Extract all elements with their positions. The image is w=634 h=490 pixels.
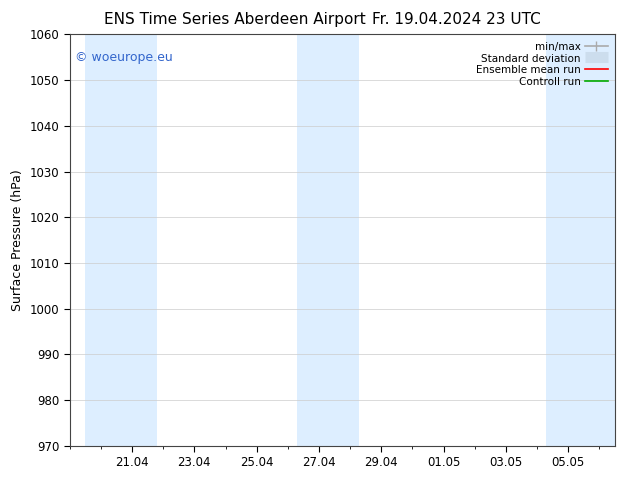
Bar [297, 34, 359, 446]
Bar [86, 34, 157, 446]
Bar [547, 34, 615, 446]
Text: © woeurope.eu: © woeurope.eu [75, 51, 173, 64]
Text: ENS Time Series Aberdeen Airport: ENS Time Series Aberdeen Airport [104, 12, 365, 27]
Text: Fr. 19.04.2024 23 UTC: Fr. 19.04.2024 23 UTC [372, 12, 541, 27]
Legend: min/max, Standard deviation, Ensemble mean run, Controll run: min/max, Standard deviation, Ensemble me… [474, 40, 610, 89]
Y-axis label: Surface Pressure (hPa): Surface Pressure (hPa) [11, 169, 24, 311]
